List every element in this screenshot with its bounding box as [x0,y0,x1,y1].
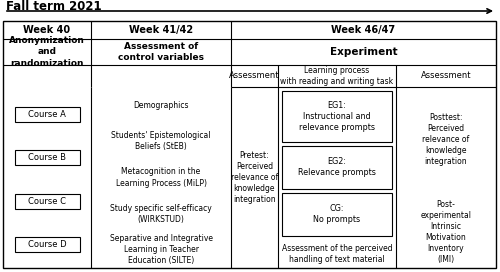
Bar [14,194,80,209]
Text: Separative and Integrative
Learning in Teacher
Education (SILTE): Separative and Integrative Learning in T… [110,234,212,265]
Text: Study specific self-efficacy
(WIRKSTUD): Study specific self-efficacy (WIRKSTUD) [110,204,212,224]
Bar [14,150,80,165]
Text: Posttest:
Perceived
relevance of
knowledge
integration: Posttest: Perceived relevance of knowled… [422,113,470,166]
Text: Assessment of the perceived
handling of text material: Assessment of the perceived handling of … [282,244,393,264]
Bar [282,91,392,142]
Text: Anonymization
and
randomization: Anonymization and randomization [9,36,85,68]
Bar [14,237,80,252]
Text: Post-
experimental
Intrinsic
Motivation
Inventory
(IMI): Post- experimental Intrinsic Motivation … [420,200,472,264]
Text: Course A: Course A [28,110,66,119]
Bar [282,193,392,236]
Bar [282,146,392,189]
Text: Pretest:
Perceived
relevance of
knowledge
integration: Pretest: Perceived relevance of knowledg… [231,151,278,204]
Text: EG2:
Relevance prompts: EG2: Relevance prompts [298,157,376,177]
Text: Course D: Course D [28,240,66,249]
Text: Week 41/42: Week 41/42 [129,25,193,35]
Text: CG:
No prompts: CG: No prompts [314,204,360,224]
Text: EG1:
Instructional and
relevance prompts: EG1: Instructional and relevance prompts [299,101,375,132]
Text: Assessment of
control variables: Assessment of control variables [118,42,204,62]
Text: Week 46/47: Week 46/47 [332,25,396,35]
Text: Assessment: Assessment [421,72,471,81]
Text: Week 40: Week 40 [24,25,70,35]
Text: Learning process
with reading and writing task: Learning process with reading and writin… [280,66,394,86]
Text: Experiment: Experiment [330,47,398,57]
Text: Course C: Course C [28,197,66,206]
Text: Metacognition in the
Learning Process (MiLP): Metacognition in the Learning Process (M… [116,168,206,188]
Text: Students' Epistemological
Beliefs (StEB): Students' Epistemological Beliefs (StEB) [111,131,211,151]
Bar [14,107,80,122]
Text: Fall term 2021: Fall term 2021 [6,0,102,13]
Text: Course B: Course B [28,153,66,162]
Text: Demographics: Demographics [133,101,189,110]
Text: Assessment: Assessment [229,72,280,81]
